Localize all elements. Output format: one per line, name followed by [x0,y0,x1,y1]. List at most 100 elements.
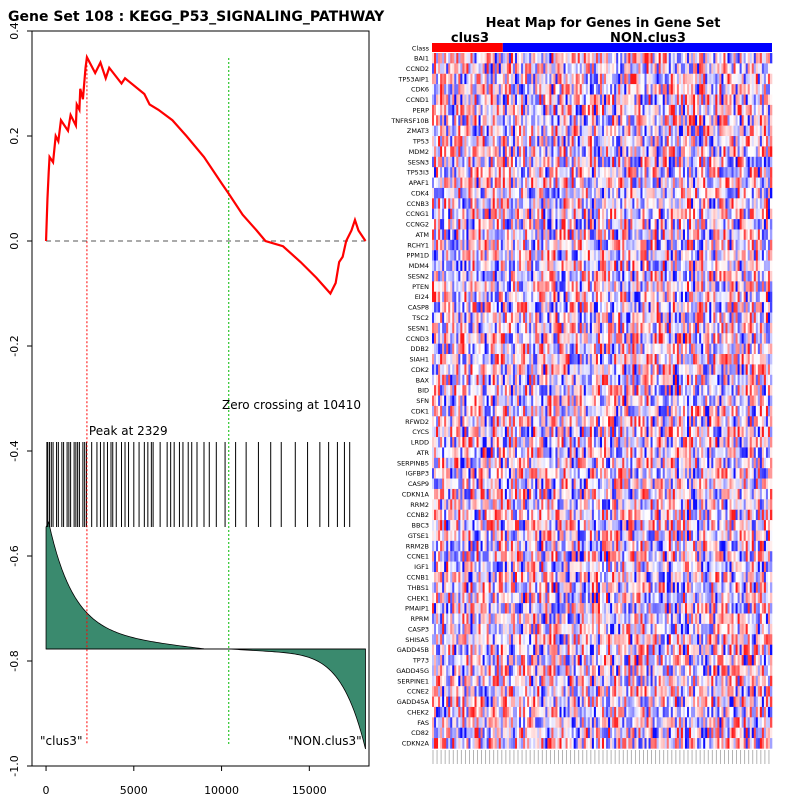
heatmap-cell [721,63,724,74]
heatmap-cell [531,322,534,334]
heatmap-cell [583,208,587,220]
heatmap-cell [470,53,473,64]
heatmap-cell [606,343,609,355]
heatmap-cell [466,136,469,147]
heatmap-cell [735,333,738,344]
heatmap-cell [747,136,751,147]
heatmap-cell [474,333,477,344]
heatmap-cell [440,115,443,126]
heatmap-cell [468,53,471,64]
heatmap-cell [506,322,510,334]
heatmap-cell [535,219,538,230]
heatmap-cell [529,177,532,189]
heatmap-cell [672,115,676,126]
heatmap-cell [569,239,572,251]
heatmap-cell [755,63,759,74]
heatmap-cell [729,312,732,324]
heatmap-cell [687,333,690,344]
heatmap-cell [510,208,514,220]
heatmap-cell [585,333,589,344]
heatmap-cell [612,136,615,147]
heatmap-cell [719,312,722,324]
heatmap-cell [769,53,773,64]
heatmap-cell [691,73,694,85]
heatmap-cell [504,177,508,189]
heatmap-cell [614,239,617,251]
heatmap-cell [602,125,605,137]
heatmap-cell [676,104,680,116]
heatmap-cell [450,167,453,178]
heatmap-cell [769,219,773,230]
heatmap-row-label: PERP [413,106,430,114]
heatmap-cell [741,125,744,137]
heatmap-cell [731,270,734,282]
heatmap-cell [498,136,502,147]
heatmap-cell [506,198,510,209]
heatmap-cell [705,198,708,209]
heatmap-cell [652,156,655,168]
heatmap-cell [606,333,609,344]
heatmap-cell [604,94,607,106]
heatmap-cell [525,229,528,241]
heatmap-cell [654,302,657,313]
heatmap-cell [670,260,674,272]
heatmap-cell [498,167,502,178]
heatmap-cell [604,53,607,64]
heatmap-cell [707,239,710,251]
heatmap-cell [713,208,716,220]
heatmap-cell [678,136,682,147]
heatmap-cell [638,84,641,95]
heatmap-cell [664,281,668,292]
heatmap-cell [620,136,623,147]
heatmap-cell [583,104,587,116]
heatmap-cell [703,250,706,261]
heatmap-cell [514,63,518,74]
heatmap-cell [577,250,581,261]
heatmap-cell [666,167,670,178]
heatmap-cell [691,146,694,157]
heatmap-cell [695,167,698,178]
heatmap-cell [682,94,686,106]
heatmap-row-label: TP53I3 [406,169,429,177]
heatmap-cell [553,260,556,272]
heatmap-cell [751,302,755,313]
heatmap-cell [472,125,475,137]
heatmap-cell [743,333,746,344]
heatmap-cell [719,167,722,178]
heatmap-cell [749,146,753,157]
heatmap-cell [662,104,666,116]
heatmap-cell [769,177,773,189]
heatmap-cell [731,94,734,106]
heatmap-cell [510,94,514,106]
heatmap-cell [452,63,455,74]
heatmap-cell [670,73,674,85]
heatmap-cell [719,281,722,292]
heatmap-cell [672,229,676,241]
heatmap-cell [478,177,481,189]
heatmap-cell [599,302,603,313]
heatmap-cell [593,291,597,303]
heatmap-cell [719,187,722,199]
heatmap-cell [587,198,591,209]
heatmap-cell [569,115,572,126]
heatmap-cell [452,115,455,126]
heatmap-cell [691,53,694,64]
heatmap-cell [539,260,542,272]
heatmap-cell [713,322,716,334]
heatmap-cell [563,250,566,261]
heatmap-cell [735,219,738,230]
heatmap-cell [472,73,475,85]
heatmap-cell [670,104,674,116]
heatmap-cell [585,104,589,116]
heatmap-cell [687,291,690,303]
heatmap-cell [581,302,585,313]
heatmap-cell [658,260,661,272]
heatmap-cell [691,167,694,178]
heatmap-cell [523,94,526,106]
heatmap-cell [484,229,487,241]
heatmap-cell [523,115,526,126]
heatmap-cell [529,239,532,251]
heatmap-cell [502,312,506,324]
heatmap-cell [446,94,449,106]
heatmap-cell [434,270,437,282]
